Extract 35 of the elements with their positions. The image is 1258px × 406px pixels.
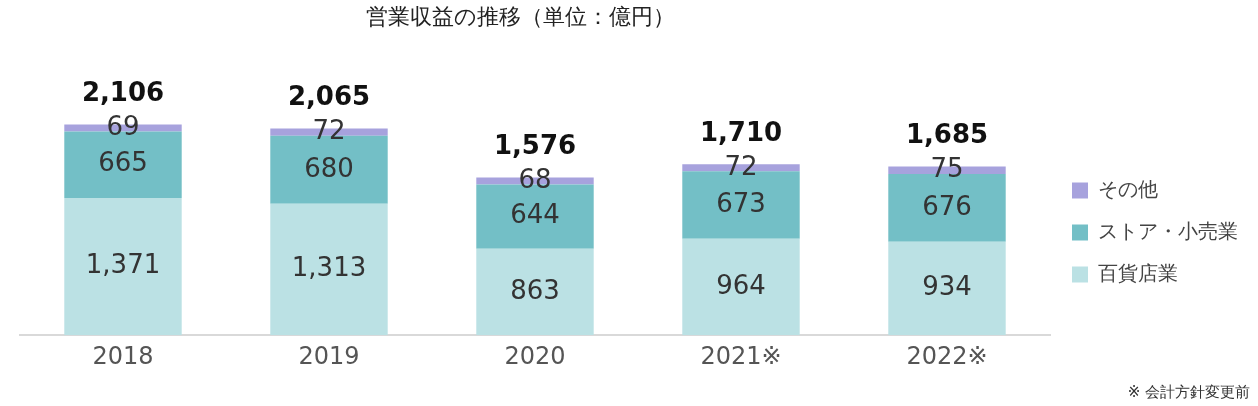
total-label: 1,576 xyxy=(493,130,577,161)
total-label: 1,710 xyxy=(699,116,783,147)
x-tick-label: 2021※ xyxy=(700,341,782,370)
data-label: 72 xyxy=(312,114,346,145)
bar xyxy=(682,238,800,336)
data-label: 69 xyxy=(106,110,140,141)
bar xyxy=(888,241,1006,336)
x-tick-label: 2022※ xyxy=(906,341,988,370)
data-label: 665 xyxy=(98,147,148,178)
data-label: 1,371 xyxy=(85,249,161,280)
bar xyxy=(270,203,388,336)
x-tick-label: 2018 xyxy=(92,341,154,370)
x-tick-label: 2019 xyxy=(298,341,360,370)
text: ※ 会計方針変更前 xyxy=(1127,383,1250,402)
bar xyxy=(64,197,182,336)
data-label: 934 xyxy=(922,271,972,302)
data-label: 68 xyxy=(518,163,552,194)
total-label: 2,106 xyxy=(81,77,165,108)
data-label: 673 xyxy=(716,187,766,218)
data-label: 863 xyxy=(510,274,560,305)
x-tick-label: 2020 xyxy=(504,341,566,370)
total-label: 1,685 xyxy=(905,119,989,150)
total-label: 2,065 xyxy=(287,81,371,112)
data-label: 75 xyxy=(930,153,964,184)
legend-label: その他 xyxy=(1098,176,1158,201)
data-label: 680 xyxy=(304,152,354,183)
data-label: 964 xyxy=(716,269,766,300)
legend-label: ストア・小売業 xyxy=(1098,218,1238,243)
bar xyxy=(476,248,594,336)
legend-label: 百貨店業 xyxy=(1098,260,1178,285)
data-label: 72 xyxy=(724,150,758,181)
data-label: 1,313 xyxy=(291,252,367,283)
data-label: 676 xyxy=(922,190,972,221)
data-label: 644 xyxy=(510,199,560,230)
chart-title: 営業収益の推移（単位：億円） xyxy=(364,3,676,31)
